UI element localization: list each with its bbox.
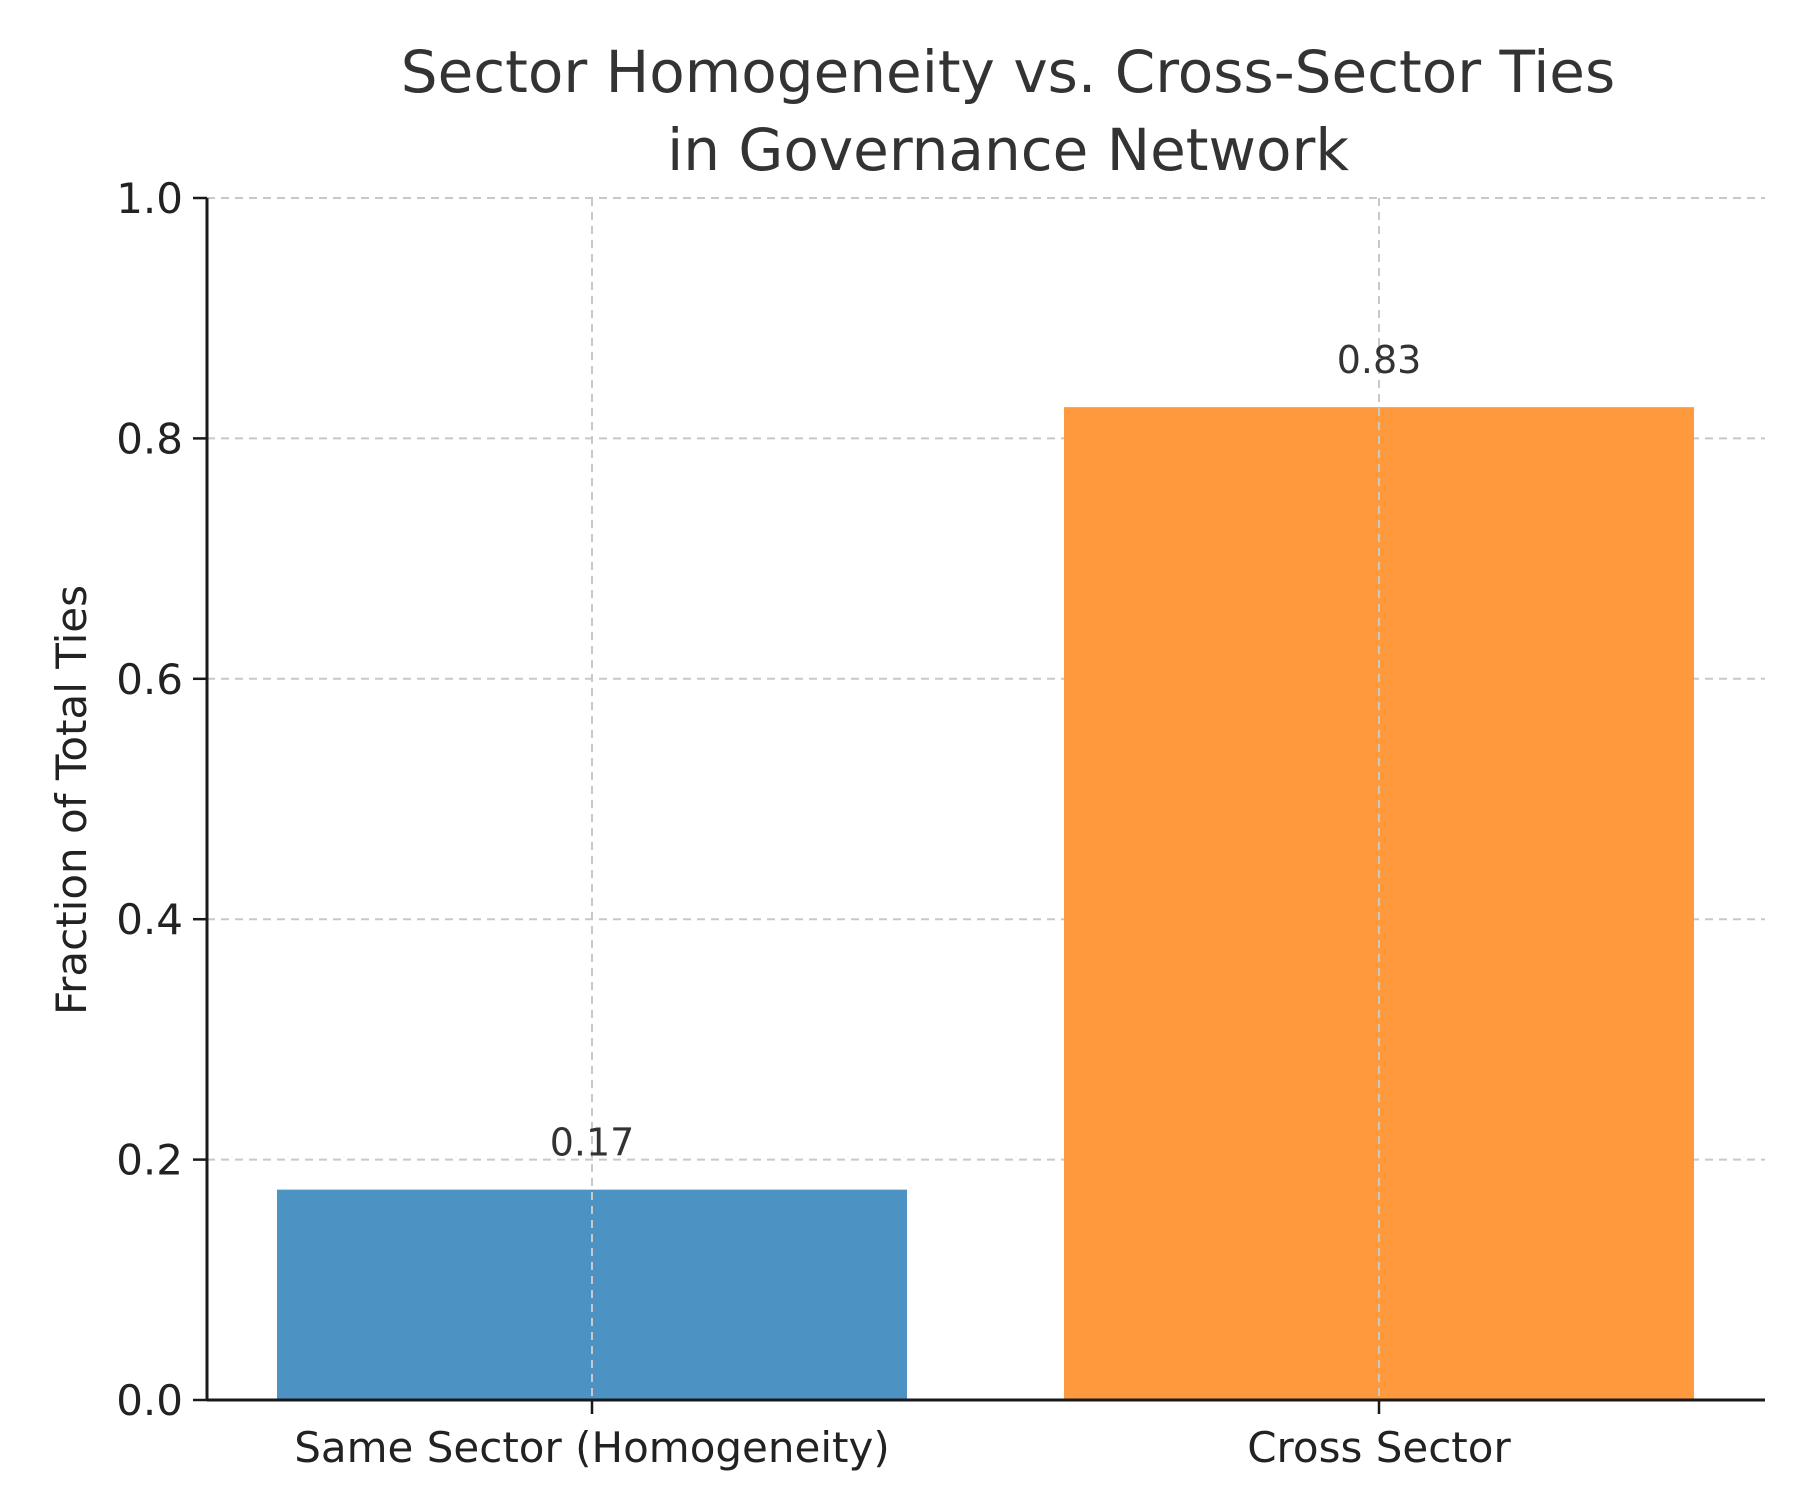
chart-title-line-2: in Governance Network — [667, 116, 1349, 184]
data-label: 0.83 — [1337, 338, 1422, 382]
bars — [277, 198, 1694, 1400]
x-tick-label: Cross Sector — [1247, 1423, 1511, 1472]
grid — [207, 197, 1765, 1161]
x-tick-label: Same Sector (Homogeneity) — [294, 1423, 890, 1472]
chart-title: Sector Homogeneity vs. Cross-Sector Ties… — [401, 38, 1615, 184]
y-tick-label: 0.4 — [116, 895, 183, 944]
y-tick-label: 0.0 — [116, 1376, 183, 1425]
y-tick-label: 0.6 — [116, 655, 183, 704]
y-tick-label: 0.8 — [116, 414, 183, 463]
y-tick-label: 0.2 — [116, 1136, 183, 1185]
chart-title-line-1: Sector Homogeneity vs. Cross-Sector Ties — [401, 38, 1615, 106]
data-label: 0.17 — [550, 1121, 635, 1165]
axes — [193, 196, 1765, 1414]
y-tick-label: 1.0 — [116, 174, 183, 223]
y-axis-label: Fraction of Total Ties — [47, 585, 96, 1015]
tick-labels: 0.17 0.83 0.0 0.2 0.4 0.6 0.8 1.0 Same Sector (H… — [116, 174, 1511, 1472]
